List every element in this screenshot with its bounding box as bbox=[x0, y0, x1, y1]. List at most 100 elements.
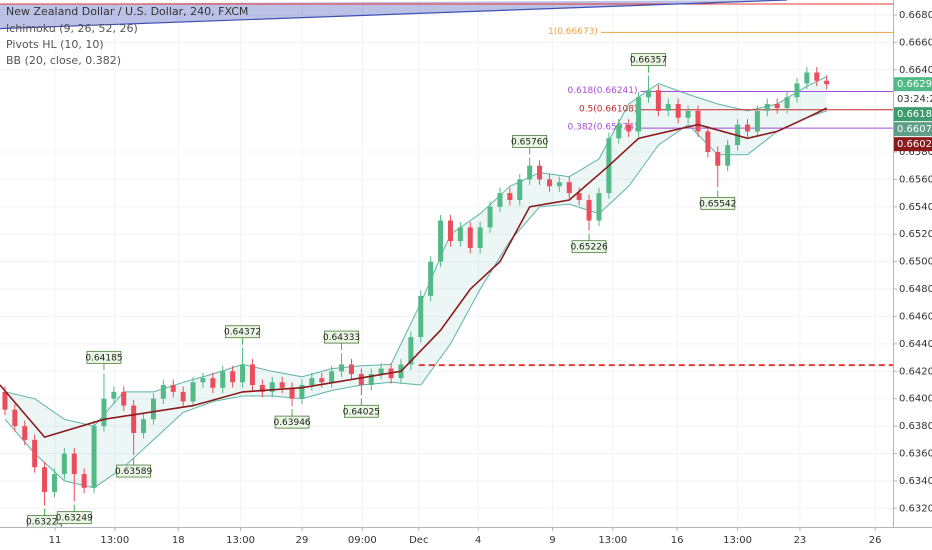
x-tick-label: 13:00 bbox=[100, 535, 129, 546]
candle-body bbox=[200, 378, 206, 383]
candle-body bbox=[279, 382, 285, 388]
candle-body bbox=[645, 90, 651, 98]
y-tick-label: 0.63200 bbox=[899, 503, 932, 514]
legend: New Zealand Dollar / U.S. Dollar, 240, F… bbox=[6, 5, 248, 67]
candle-body bbox=[210, 378, 216, 388]
candle-body bbox=[230, 371, 236, 383]
candle-body bbox=[240, 364, 246, 383]
fib-label: 0.5(0.66108) bbox=[579, 104, 638, 114]
candle-body bbox=[665, 104, 671, 111]
candle-body bbox=[269, 382, 275, 392]
candle-body bbox=[299, 385, 305, 399]
candle-body bbox=[754, 110, 760, 132]
candle-body bbox=[51, 474, 57, 492]
candle-body bbox=[784, 97, 790, 109]
candle-body bbox=[744, 124, 750, 132]
candle-body bbox=[309, 378, 315, 386]
candle-body bbox=[814, 72, 820, 81]
fib-label: 0.618(0.66241) bbox=[568, 86, 638, 96]
x-tick-label: 16 bbox=[671, 535, 684, 546]
pivot-label: 0.64333 bbox=[323, 333, 360, 343]
pivot-label: 0.64185 bbox=[85, 353, 122, 363]
pivot-label: 0.64372 bbox=[224, 328, 261, 338]
x-tick-label: 13:00 bbox=[723, 535, 752, 546]
candle-body bbox=[368, 374, 374, 386]
countdown-box bbox=[894, 92, 932, 106]
candle-body bbox=[348, 364, 354, 375]
candle-body bbox=[804, 72, 810, 84]
x-tick-label: 4 bbox=[475, 535, 481, 546]
pivot-box bbox=[56, 511, 92, 525]
pivot-box bbox=[86, 350, 122, 364]
pivot-box bbox=[225, 325, 260, 339]
countdown: 03:24:22 bbox=[897, 94, 932, 105]
x-tick-label: Dec bbox=[409, 535, 428, 546]
pivot-label: 0.63220 bbox=[26, 518, 63, 528]
candle-body bbox=[61, 453, 67, 475]
price-label: 0.66022 bbox=[897, 139, 932, 150]
candle-body bbox=[794, 83, 800, 98]
price-label-box bbox=[894, 122, 932, 137]
pivot-label: 0.63589 bbox=[115, 467, 152, 477]
price-label: 0.66188 bbox=[897, 109, 932, 120]
candle-body bbox=[319, 378, 325, 383]
candle-body bbox=[695, 110, 701, 132]
indicator-label: BB (20, close, 0.382) bbox=[6, 54, 121, 67]
indicator-label: Pivots HL (10, 10) bbox=[6, 38, 104, 51]
candle-body bbox=[170, 385, 176, 392]
candle-body bbox=[824, 80, 830, 85]
x-tick-label: 09:00 bbox=[348, 535, 377, 546]
candle-body bbox=[160, 385, 166, 399]
candle-body bbox=[378, 368, 384, 375]
candle-body bbox=[180, 391, 186, 402]
candle-body bbox=[358, 374, 364, 386]
x-tick-label: 18 bbox=[172, 535, 185, 546]
trend-line bbox=[0, 0, 788, 30]
plot-area: 1(0.66673) 0.618(0.66241) 0.5(0.66108) 0.38… bbox=[0, 0, 893, 529]
candle-body bbox=[477, 227, 483, 248]
chart-title: New Zealand Dollar / U.S. Dollar, 240, F… bbox=[6, 5, 248, 18]
candle-body bbox=[715, 152, 721, 166]
pivot-box bbox=[512, 135, 548, 148]
kijun-line bbox=[0, 107, 828, 439]
candle-body bbox=[527, 165, 533, 180]
candle-body bbox=[556, 182, 562, 187]
pivot-label: 0.65226 bbox=[570, 243, 607, 253]
candle-body bbox=[586, 199, 592, 221]
pivot-label: 0.65542 bbox=[699, 199, 736, 209]
candle-body bbox=[774, 104, 780, 109]
candle-body bbox=[675, 104, 681, 118]
candle-body bbox=[91, 426, 97, 488]
candle-body bbox=[418, 295, 424, 338]
candle-body bbox=[438, 220, 444, 262]
candle-body bbox=[566, 182, 572, 194]
candle-body bbox=[705, 131, 711, 153]
candle-body bbox=[447, 220, 453, 242]
candle-body bbox=[289, 387, 295, 399]
pivot-box bbox=[631, 53, 666, 67]
candle-body bbox=[220, 371, 226, 388]
candle-body bbox=[636, 97, 642, 132]
x-tick-label: 23 bbox=[794, 535, 807, 546]
pivot-label: 0.66357 bbox=[630, 56, 667, 66]
candle-body bbox=[71, 453, 77, 475]
price-label-box bbox=[894, 137, 932, 152]
x-tick-label: 29 bbox=[296, 535, 309, 546]
candle-body bbox=[190, 382, 196, 402]
pivot-box bbox=[274, 415, 310, 429]
pivot-label: 0.65760 bbox=[511, 137, 548, 147]
pivot-label: 0.63946 bbox=[273, 418, 310, 428]
x-tick-label: 9 bbox=[549, 535, 555, 546]
candle-body bbox=[764, 104, 770, 111]
